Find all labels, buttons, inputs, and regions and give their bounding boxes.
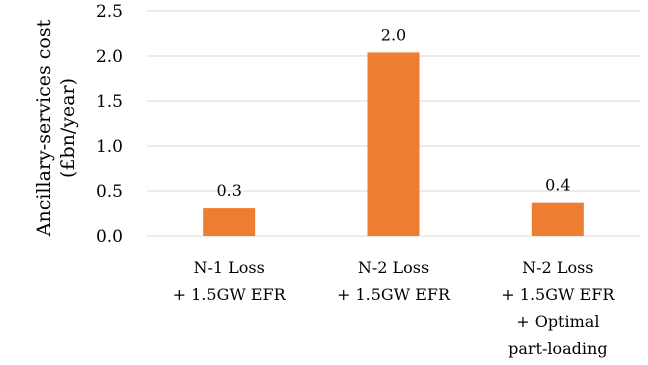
category-label-line: + 1.5GW EFR [501, 285, 615, 304]
y-tick-label: 0.0 [96, 227, 123, 247]
bar [531, 202, 584, 236]
y-tick-label: 0.5 [96, 182, 123, 202]
category-label-line: + Optimal [516, 312, 599, 331]
y-axis-label-line-1: Ancillary-services cost [33, 19, 55, 237]
category-label-line: + 1.5GW EFR [337, 285, 451, 304]
y-tick-label: 1.0 [96, 137, 123, 157]
category-label-line: N-2 Loss [358, 258, 429, 277]
y-axis-label-line-2: (£bn/year) [57, 78, 79, 178]
bar [203, 208, 256, 236]
category-label-line: + 1.5GW EFR [173, 285, 287, 304]
bar [367, 52, 420, 237]
data-label: 2.0 [381, 25, 406, 44]
bars [203, 52, 584, 237]
data-label: 0.4 [545, 176, 570, 195]
y-tick-label: 2.5 [96, 2, 123, 22]
y-axis-label: Ancillary-services cost (£bn/year) [33, 19, 79, 237]
y-tick-labels: 0.0 0.5 1.0 1.5 2.0 2.5 [96, 2, 123, 247]
y-tick-label: 2.0 [96, 47, 123, 67]
category-label-line: N-2 Loss [522, 258, 593, 277]
data-label: 0.3 [216, 181, 241, 200]
category-labels: N-1 Loss + 1.5GW EFR N-2 Loss + 1.5GW EFR N-… [173, 258, 616, 358]
y-tick-label: 1.5 [96, 92, 123, 112]
category-label-line: part-loading [508, 339, 607, 358]
data-labels: 0.3 2.0 0.4 [216, 25, 570, 200]
category-label-line: N-1 Loss [193, 258, 264, 277]
